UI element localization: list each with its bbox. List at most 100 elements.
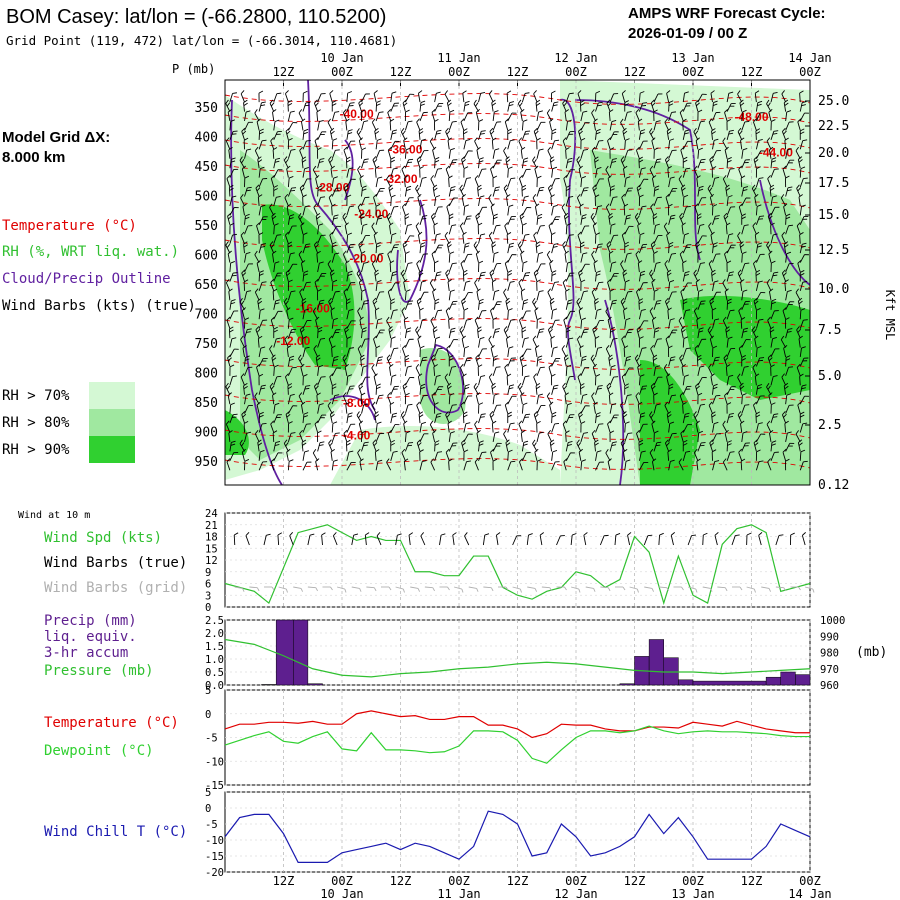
wind-barb-grid [805, 586, 815, 593]
wind-barb [478, 348, 487, 358]
wind-barb [726, 386, 736, 395]
time-tick-label: 12Z [741, 65, 763, 79]
wind-barb [229, 364, 235, 376]
wind-barb [595, 205, 603, 216]
wind-barb [342, 212, 348, 226]
wind-barb [620, 156, 626, 169]
wind-barb [226, 175, 231, 188]
pressure-tick-label: 550 [195, 219, 218, 234]
wind-barb [374, 269, 380, 282]
isotherm [224, 358, 811, 370]
wind-barb [517, 382, 523, 395]
wind-barb [244, 186, 252, 197]
wind-barb [327, 401, 333, 414]
wind-barb [463, 307, 469, 320]
wind-barb [358, 241, 364, 254]
wind-barb [507, 101, 515, 112]
wind-barb [419, 307, 424, 320]
wind-barb [507, 177, 516, 188]
wind-barb [580, 214, 587, 225]
y-tick-label: -5 [205, 819, 218, 831]
wind-barb [536, 355, 543, 367]
wind-barb [507, 422, 515, 433]
wind-barb [256, 401, 261, 414]
wind-barb [445, 448, 450, 461]
wind-barb [448, 213, 454, 225]
wind-barb [434, 440, 440, 452]
wind-barb-10m [263, 533, 271, 546]
wind-barb [345, 118, 350, 131]
wind-barb [593, 118, 598, 131]
wind-barb [361, 185, 367, 197]
wind-barb [229, 195, 237, 207]
wind-barb [562, 99, 567, 112]
wind-barb [578, 411, 583, 424]
wind-barb-10m [364, 532, 370, 546]
wind-barb [623, 203, 629, 216]
wind-barb [434, 347, 443, 358]
wind-barb [445, 411, 450, 424]
wind-barb [592, 184, 598, 197]
wind-barb [551, 166, 558, 178]
wind-barb [664, 439, 670, 452]
wind-barb-grid [688, 586, 698, 593]
wind-barb [724, 108, 729, 122]
wind-barb [799, 460, 808, 471]
wind-barb [767, 212, 773, 225]
wind-barb [287, 317, 294, 329]
wind-barb [244, 290, 252, 301]
wind-barb [461, 439, 466, 452]
wind-barb [724, 392, 729, 405]
wind-barb [649, 307, 655, 320]
wind-barb [492, 431, 500, 443]
wind-barb [417, 90, 423, 103]
wind-barb [668, 329, 678, 339]
wind-barb [463, 433, 473, 443]
wind-barb [638, 385, 648, 395]
wind-barb [434, 206, 443, 216]
wind-barb [315, 354, 321, 367]
wind-barb [478, 310, 487, 320]
wind-barb [682, 194, 689, 206]
wind-barb [551, 128, 557, 140]
wind-barb [240, 373, 245, 386]
wind-barb [535, 241, 541, 254]
wind-barb [256, 363, 261, 376]
wind-barb [390, 309, 398, 320]
wind-barb [638, 102, 648, 112]
wind-barb [696, 458, 701, 471]
wind-barb [638, 423, 648, 433]
wind-barb [580, 187, 589, 197]
wind-barb-grid [483, 586, 494, 592]
wind-barb [580, 263, 590, 273]
wind-barb [636, 288, 640, 301]
wind-barb [712, 460, 720, 471]
wind-barb [448, 431, 455, 443]
wind-barb [519, 316, 523, 329]
wind-barb [342, 354, 348, 367]
wind-barb [287, 383, 293, 395]
wind-barb [404, 224, 412, 235]
temperature-panel: Temperature (°C) Dewpoint (°C) 50-5-10-1… [44, 685, 811, 792]
wind-barb [429, 279, 436, 292]
wind-barb [491, 382, 497, 395]
wind-barb [507, 395, 517, 405]
wind-barb [287, 367, 297, 377]
wind-barb [463, 357, 472, 367]
wind-barb [653, 327, 660, 339]
wind-barb [271, 212, 277, 225]
y-tick-label: 3 [205, 590, 211, 602]
wind-barb [434, 451, 443, 461]
model-name: AMPS WRF Forecast Cycle: [628, 5, 826, 22]
temperature-line [224, 710, 810, 739]
wind-barb-grid [293, 586, 303, 592]
wind-barb [799, 319, 808, 329]
wind-barb [298, 250, 304, 263]
wind-barb [273, 375, 282, 386]
wind-barb [317, 403, 324, 414]
wind-barb [229, 440, 236, 452]
wind-barb [430, 175, 436, 188]
wind-barb [229, 413, 238, 424]
wind-barb [521, 92, 530, 103]
wind-barb [653, 147, 659, 159]
